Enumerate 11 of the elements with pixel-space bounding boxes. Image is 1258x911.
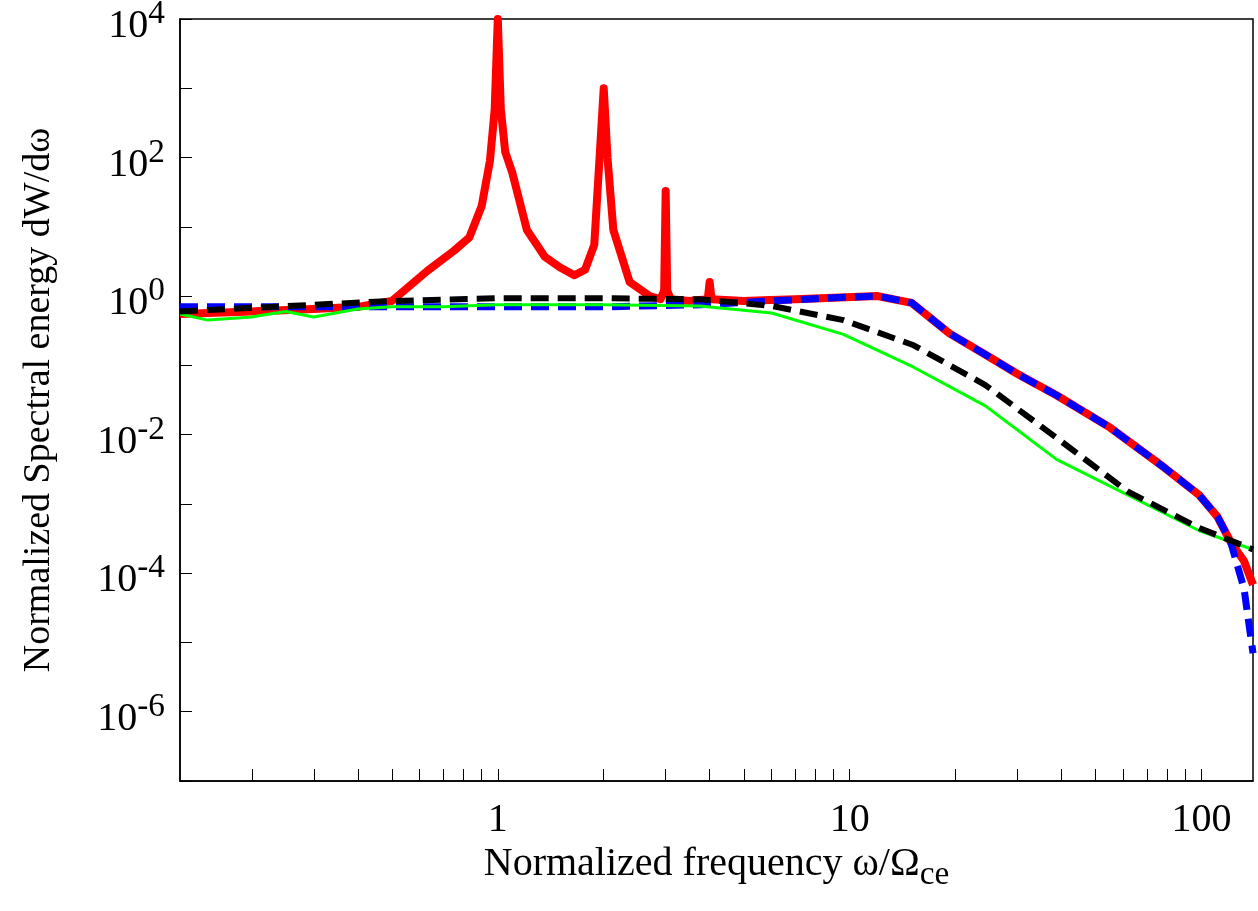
x-tick-label: 1 xyxy=(487,794,508,840)
x-axis-title: Normalized frequency ω/Ω$_{ce}$ xyxy=(482,839,951,891)
y-tick-label: 10$^{-6}$ xyxy=(97,685,165,740)
y-tick-label: 10$^{4}$ xyxy=(108,0,165,47)
y-tick-label: 10$^{2}$ xyxy=(108,131,165,185)
y-tick-label: 10$^{-2}$ xyxy=(97,408,165,462)
y-axis-title: Normalized Spectral energy dW/dω xyxy=(15,127,57,673)
y-tick-label: 10$^{-4}$ xyxy=(97,547,165,601)
y-tick-label: 10$^{0}$ xyxy=(108,270,165,324)
x-tick-label: 100 xyxy=(1171,794,1232,840)
x-tick-label: 10 xyxy=(829,794,870,840)
